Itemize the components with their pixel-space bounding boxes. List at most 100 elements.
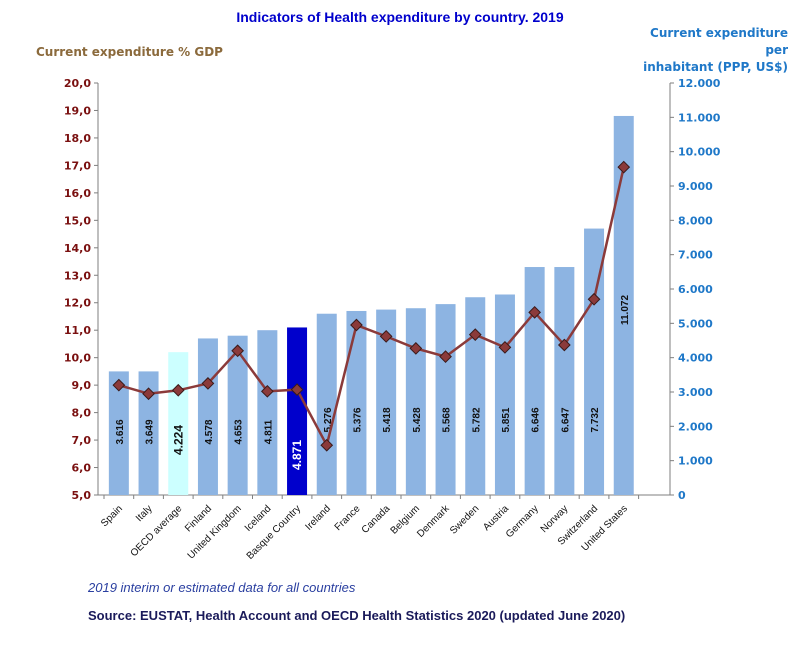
right-tick-label: 12.000 [678, 77, 721, 90]
bar [613, 115, 634, 496]
right-tick-label: 1.000 [678, 455, 713, 468]
left-tick-label: 8,0 [72, 407, 92, 420]
bar [554, 267, 575, 495]
line-marker [439, 350, 452, 364]
left-tick-label: 15,0 [64, 214, 91, 227]
line-marker [528, 305, 542, 319]
bar [346, 310, 367, 495]
bar [168, 352, 189, 495]
line-marker [350, 318, 363, 332]
category-label: Ireland [303, 503, 332, 532]
bar-value-label: 5.418 [382, 407, 393, 432]
bar-value-label: 5.428 [412, 407, 423, 432]
bar-value-label: 3.616 [115, 419, 126, 444]
right-tick-label: 4.000 [678, 352, 713, 365]
bar [287, 327, 308, 495]
category-label: Italy [134, 503, 155, 524]
bar [257, 330, 278, 495]
left-tick-label: 9,0 [72, 379, 92, 392]
category-label: Germany [504, 503, 541, 540]
category-label: Spain [99, 503, 125, 529]
right-tick-label: 9.000 [678, 180, 713, 193]
bar-value-label: 5.568 [442, 407, 453, 432]
left-tick-label: 18,0 [64, 132, 91, 145]
right-axis-title-line2: inhabitant (PPP, US$) [643, 60, 788, 74]
right-tick-label: 7.000 [678, 249, 713, 262]
category-label: Denmark [415, 503, 452, 540]
bar-value-label: 4.653 [234, 419, 245, 444]
left-tick-label: 11,0 [64, 324, 91, 337]
bar-value-label: 6.647 [560, 407, 571, 432]
right-tick-label: 2.000 [678, 420, 713, 433]
bar [138, 371, 159, 495]
line-marker [260, 384, 274, 398]
category-label: OECD average [129, 503, 185, 559]
line-marker [201, 377, 215, 390]
bar-value-label: 4.224 [171, 425, 185, 455]
bar-value-label: 11.072 [620, 295, 631, 325]
bar-value-label: 5.276 [323, 407, 334, 432]
right-tick-label: 11.000 [678, 111, 721, 124]
line-marker [320, 438, 334, 452]
category-label: Canada [360, 503, 393, 536]
source-text: Source: EUSTAT, Health Account and OECD … [88, 608, 626, 623]
left-tick-label: 5,0 [72, 489, 92, 502]
footnote: 2019 interim or estimated data for all c… [88, 580, 356, 595]
left-tick-label: 20,0 [64, 77, 91, 90]
bar [465, 297, 486, 495]
bar-value-label: 4.871 [290, 440, 304, 470]
line-marker [171, 383, 185, 397]
bar-value-label: 3.649 [145, 419, 156, 444]
bar [435, 304, 456, 495]
line-marker [498, 341, 512, 354]
left-tick-label: 16,0 [64, 187, 91, 200]
bar [405, 308, 426, 495]
right-tick-label: 8.000 [678, 214, 713, 227]
bar-value-label: 6.646 [531, 407, 542, 432]
left-tick-label: 6,0 [72, 462, 92, 475]
left-tick-label: 13,0 [64, 269, 91, 282]
line-marker [557, 338, 571, 352]
left-tick-label: 19,0 [64, 104, 91, 117]
bar-value-label: 4.578 [204, 419, 215, 444]
bar-value-label: 4.811 [263, 419, 274, 444]
line-marker [587, 292, 601, 306]
bar [227, 335, 248, 495]
left-tick-label: 12,0 [64, 297, 91, 310]
line-marker [379, 330, 393, 343]
left-tick-label: 7,0 [72, 434, 92, 447]
category-label: Basque Country [245, 503, 303, 561]
bar-value-label: 5.851 [501, 407, 512, 432]
left-tick-label: 10,0 [64, 352, 91, 365]
line-marker [112, 378, 126, 392]
left-axis-title: Current expenditure % GDP [36, 45, 223, 59]
line-marker [409, 342, 423, 355]
right-tick-label: 10.000 [678, 146, 721, 159]
category-label: United Kingdom [186, 503, 244, 561]
bar [376, 309, 397, 495]
right-tick-label: 3.000 [678, 386, 713, 399]
right-tick-label: 5.000 [678, 317, 713, 330]
line-marker [617, 160, 631, 174]
bar [316, 313, 337, 495]
category-label: France [333, 503, 363, 533]
category-label: Sweden [448, 503, 481, 536]
bar-value-label: 5.782 [471, 407, 482, 432]
right-axis-title-line1: Current expenditure per [650, 26, 788, 57]
line-marker [290, 383, 304, 396]
bar-value-label: 5.376 [352, 407, 363, 432]
line-marker [231, 344, 245, 358]
bar [197, 338, 218, 495]
left-tick-label: 14,0 [64, 242, 91, 255]
chart-title: Indicators of Health expenditure by coun… [236, 9, 564, 25]
bar [584, 228, 605, 495]
bar-value-label: 7.732 [590, 407, 601, 432]
line-marker [142, 387, 155, 401]
line-marker [468, 328, 482, 342]
right-tick-label: 0 [678, 489, 686, 502]
left-tick-label: 17,0 [64, 159, 91, 172]
bar [494, 294, 515, 495]
bar [524, 267, 545, 495]
line-series [118, 166, 625, 449]
